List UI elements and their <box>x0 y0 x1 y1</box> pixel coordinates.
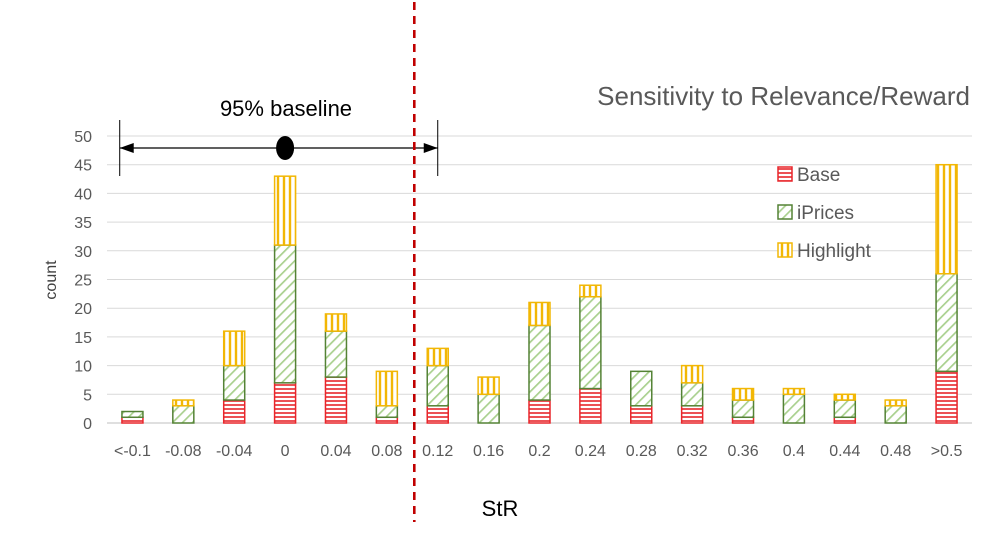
bar-segment-iprices <box>731 399 755 419</box>
bar-segment-base <box>324 376 348 424</box>
bar-segment-iprices <box>222 364 246 401</box>
baseline-center-marker <box>276 136 295 160</box>
bar-segment-base <box>222 399 246 424</box>
bar-segment-iprices <box>375 405 399 419</box>
bar-segment-iprices <box>426 364 449 407</box>
x-tick-label: 0.24 <box>575 443 606 460</box>
x-tick-label: 0.4 <box>783 443 805 460</box>
baseline-left-arrowhead <box>119 143 134 153</box>
bar-segment-highlight <box>375 370 399 407</box>
legend: Base iPrices Highlight <box>777 165 872 262</box>
bar-segment-iprices <box>935 273 958 373</box>
bar-segment-iprices <box>477 393 500 424</box>
bar-segment-highlight <box>528 301 551 327</box>
bar-segment-highlight <box>426 347 449 367</box>
bar-segment-iprices <box>680 382 704 407</box>
y-tick-label: 15 <box>74 330 92 347</box>
bar-segment-highlight <box>731 387 755 401</box>
bar-segment-base <box>375 416 399 424</box>
bar-segment-base <box>680 405 704 424</box>
x-tick-label: <-0.1 <box>114 443 151 460</box>
bar-segment-highlight <box>222 330 246 367</box>
bars <box>121 163 958 424</box>
bar-segment-highlight <box>833 393 857 401</box>
x-tick-label: 0.2 <box>528 443 550 460</box>
bar-segment-base <box>273 382 297 424</box>
y-tick-label: 5 <box>83 387 92 404</box>
x-tick-label: 0 <box>281 443 290 460</box>
y-tick-label: 20 <box>74 301 92 318</box>
x-tick-label: 0.08 <box>371 443 402 460</box>
bar-segment-highlight <box>579 284 602 298</box>
legend-swatch <box>777 204 793 220</box>
bar-segment-iprices <box>172 405 195 424</box>
bar-segment-highlight <box>782 387 806 396</box>
bar-segment-iprices <box>579 295 602 390</box>
bar-segment-highlight <box>273 175 297 246</box>
chart-title: Sensitivity to Relevance/Reward <box>597 81 970 111</box>
x-tick-label: 0.48 <box>880 443 911 460</box>
x-tick-label: 0.16 <box>473 443 504 460</box>
bar-segment-base <box>833 416 857 424</box>
y-tick-label: 45 <box>74 158 92 175</box>
bar-segment-iprices <box>273 244 297 384</box>
bar-segment-base <box>935 370 958 424</box>
x-tick-label: -0.04 <box>216 443 253 460</box>
y-tick-label: 10 <box>74 359 92 376</box>
x-tick-label: 0.44 <box>829 443 860 460</box>
bar-segment-base <box>528 399 551 424</box>
bar-segment-iprices <box>121 410 144 419</box>
bar-segment-iprices <box>884 405 907 424</box>
bar-segment-highlight <box>324 313 348 332</box>
bar-segment-highlight <box>884 399 907 407</box>
y-tick-label: 35 <box>74 215 92 232</box>
bar-segment-base <box>426 405 449 424</box>
y-tick-label: 40 <box>74 186 92 203</box>
x-tick-label: 0.04 <box>320 443 351 460</box>
baseline-right-arrowhead <box>423 143 438 153</box>
baseline-label: 95% baseline <box>220 96 352 121</box>
y-tick-label: 0 <box>83 416 92 433</box>
x-axis-label: StR <box>482 496 519 521</box>
x-tick-label: 0.32 <box>677 443 708 460</box>
y-tick-label: 30 <box>74 244 92 261</box>
legend-label: Base <box>797 165 840 186</box>
x-tick-label: 0.28 <box>626 443 657 460</box>
bar-segment-highlight <box>477 376 500 396</box>
bar-segment-base <box>121 416 144 424</box>
bar-segment-base <box>630 405 653 424</box>
x-tick-label: 0.36 <box>727 443 758 460</box>
y-tick-label: 50 <box>74 129 92 146</box>
bar-segment-highlight <box>935 163 958 275</box>
bar-segment-iprices <box>630 370 653 407</box>
bar-segment-iprices <box>782 393 806 424</box>
x-tick-label: 0.12 <box>422 443 453 460</box>
baseline-annotation: 95% baseline <box>119 96 439 176</box>
bar-segment-base <box>731 416 755 424</box>
legend-swatch <box>777 242 793 258</box>
x-tick-labels: <-0.1 -0.08 -0.04 0 0.04 0.08 0.12 0.16 0.2 0.24 0… <box>114 443 962 460</box>
bar-segment-iprices <box>528 324 551 401</box>
bar-segment-base <box>579 387 602 424</box>
legend-label: Highlight <box>797 241 872 262</box>
bar-segment-highlight <box>172 399 195 407</box>
legend-label: iPrices <box>797 203 854 224</box>
legend-swatch <box>777 166 793 182</box>
y-tick-labels: 0 5 10 15 20 25 30 35 40 45 50 <box>74 129 92 433</box>
bar-segment-iprices <box>324 330 348 378</box>
x-tick-label: >0.5 <box>931 443 963 460</box>
bar-segment-iprices <box>833 399 857 419</box>
y-tick-label: 25 <box>74 273 92 290</box>
y-axis-label: count <box>43 260 60 300</box>
x-tick-label: -0.08 <box>165 443 202 460</box>
bar-segment-highlight <box>680 364 704 384</box>
